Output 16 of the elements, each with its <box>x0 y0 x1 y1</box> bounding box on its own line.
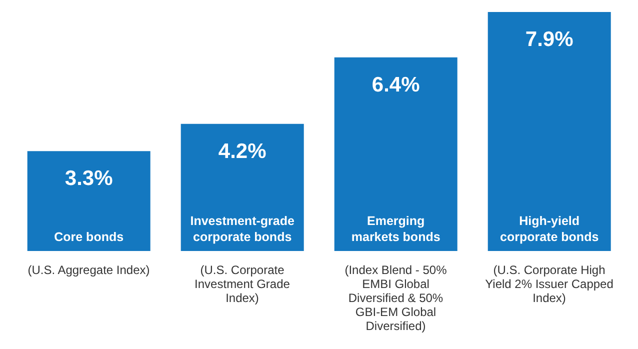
bar <box>180 124 304 251</box>
text: (U.S. Aggregate Index) <box>28 263 150 277</box>
data-label: 6.4% <box>372 73 420 96</box>
x-tick-label: Core bonds <box>54 230 124 244</box>
text: (U.S. Corporate High Yield 2% Issuer Capped Index) <box>485 263 614 305</box>
data-label: 3.3% <box>64 167 114 190</box>
bar <box>334 57 458 251</box>
data-label: 7.9% <box>525 28 574 51</box>
x-tick-label: Investment-grade corporate bonds <box>190 214 294 244</box>
bar <box>27 151 150 251</box>
x-tick-label: Emerging markets bonds <box>351 214 440 244</box>
bar <box>488 12 611 251</box>
x-tick-label: High-yield corporate bonds <box>500 214 599 244</box>
data-label: 4.2% <box>218 140 267 163</box>
text: (U.S. Corporate Investment Grade Index) <box>194 263 290 305</box>
text: (Index Blend - 50% EMBI Global Diversified & 50% GBI-EM Global Diversified) <box>344 263 448 333</box>
